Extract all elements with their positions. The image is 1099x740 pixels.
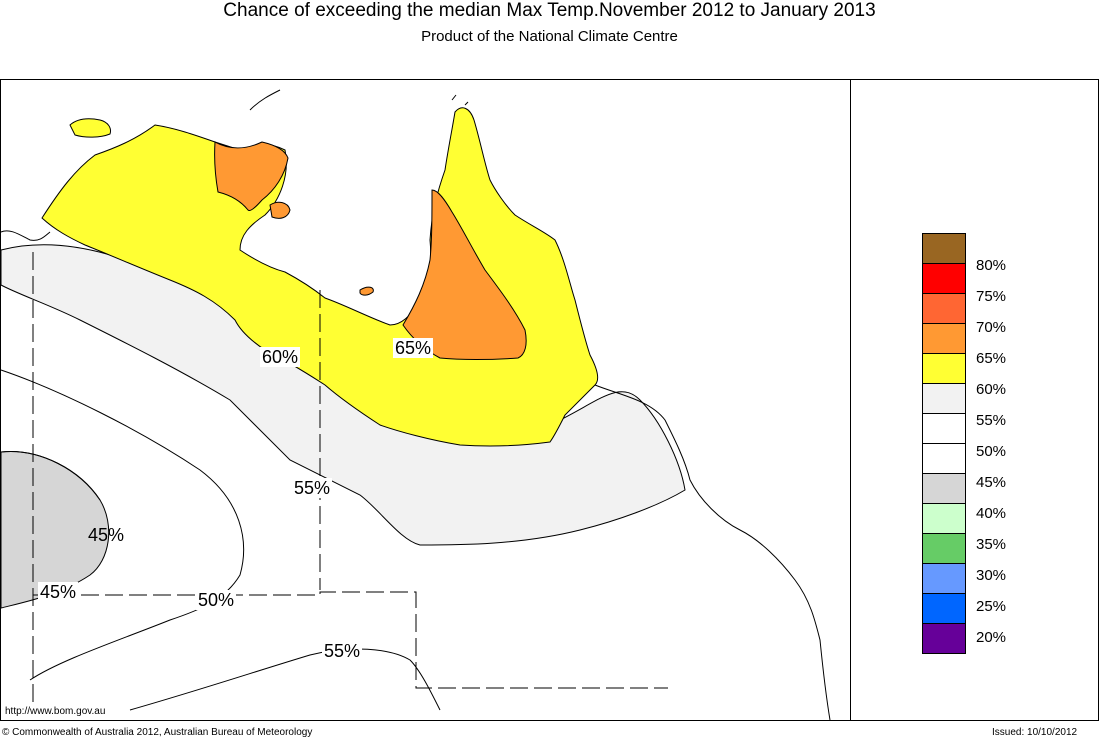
contour-50-west [0, 369, 245, 681]
legend-swatch [922, 533, 966, 563]
contour-label-50: 50% [196, 590, 237, 610]
map-subtitle: Product of the National Climate Centre [421, 28, 678, 45]
contour-label-45-west: 45% [88, 525, 125, 545]
legend-frame [850, 79, 1099, 721]
legend-label: 20% [976, 629, 1007, 646]
legend-label: 60% [976, 381, 1007, 398]
legend-swatch [922, 593, 966, 623]
legend-label: 45% [976, 474, 1007, 491]
legend-swatch [922, 623, 966, 654]
legend-label: 55% [976, 412, 1007, 429]
legend-label: 65% [976, 350, 1007, 367]
zone-60-island [69, 118, 111, 138]
legend-label: 70% [976, 319, 1007, 336]
map-zones [0, 107, 686, 609]
legend-swatch [922, 503, 966, 533]
legend-label: 50% [976, 443, 1007, 460]
legend-label: 30% [976, 567, 1007, 584]
contour-label-55-north: 55% [292, 478, 333, 498]
zone-65-cape-york [402, 189, 527, 360]
legend-label: 40% [976, 505, 1007, 522]
legend-swatch [922, 263, 966, 293]
legend-swatch [922, 233, 966, 263]
legend-swatch [922, 443, 966, 473]
legend-swatch [922, 293, 966, 323]
zone-65-groote [269, 201, 291, 219]
legend-swatch [922, 353, 966, 383]
legend-swatch [922, 383, 966, 413]
coastline-east [0, 89, 831, 721]
contour-45 [0, 451, 101, 501]
zone-65-arnhem [214, 141, 289, 211]
legend-swatch [922, 563, 966, 593]
contour-label-55-south: 55% [322, 641, 363, 661]
legend-label: 35% [976, 536, 1007, 553]
copyright: © Commonwealth of Australia 2012, Austra… [2, 727, 313, 738]
issued-date: Issued: 10/10/2012 [992, 727, 1078, 738]
mornington-island [359, 286, 374, 296]
legend-label: 25% [976, 598, 1007, 615]
website-url: http://www.bom.gov.au [5, 706, 106, 717]
legend-swatch [922, 473, 966, 503]
contour-label-45-border: 45% [38, 582, 79, 602]
contour-label-65: 65% [393, 338, 434, 358]
legend-swatch [922, 323, 966, 353]
state-borders [32, 252, 668, 705]
nt-sa-border [33, 591, 668, 689]
legend-label: 80% [976, 257, 1007, 274]
color-legend [922, 233, 966, 654]
legend-swatch [922, 413, 966, 443]
contour-label-60: 60% [260, 347, 301, 367]
legend-label: 75% [976, 288, 1007, 305]
map-title: Chance of exceeding the median Max Temp.… [223, 0, 876, 21]
